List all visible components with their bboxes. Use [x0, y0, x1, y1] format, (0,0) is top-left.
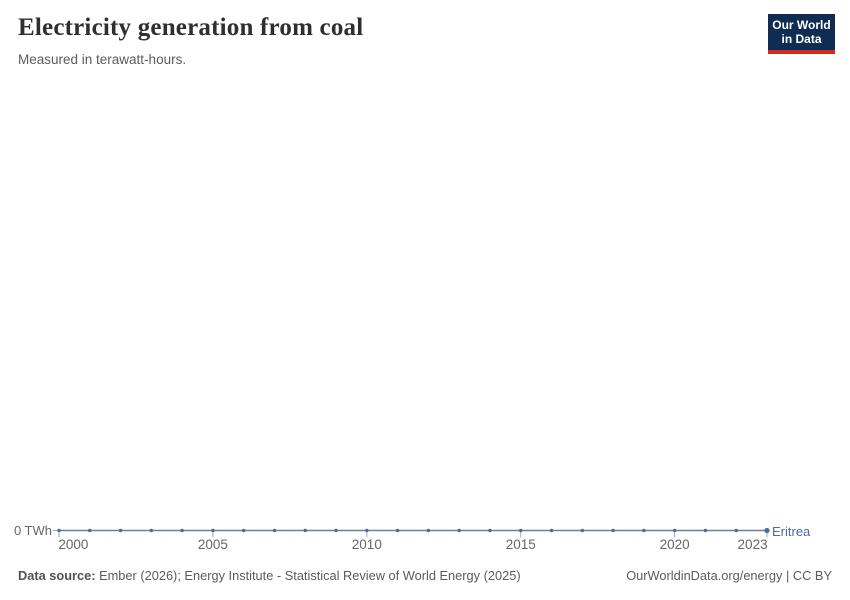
x-axis-tick-label: 2010 [351, 537, 382, 552]
data-source-note: Data source: Ember (2026); Energy Instit… [18, 568, 521, 583]
page-title: Electricity generation from coal [18, 14, 364, 41]
owid-logo[interactable]: Our World in Data [768, 14, 835, 54]
data-source-label: Data source: [18, 568, 96, 583]
x-axis-tick-label: 2023 [737, 537, 768, 552]
x-axis-tick-label: 2015 [505, 537, 536, 552]
x-axis-tick-label: 2000 [58, 537, 89, 552]
data-source-text: Ember (2026); Energy Institute - Statist… [95, 568, 521, 583]
x-axis-tick-label: 2005 [197, 537, 228, 552]
owid-logo-line2: in Data [781, 31, 822, 46]
owid-license-link[interactable]: OurWorldinData.org/energy | CC BY [626, 568, 832, 583]
chart-subtitle: Measured in terawatt-hours. [18, 52, 187, 67]
owid-logo-line1: Our World [772, 18, 831, 32]
series-entity-label: Eritrea [772, 524, 811, 539]
chart-footer: Data source: Ember (2026); Energy Instit… [0, 568, 850, 583]
y-axis-tick-label: 0 TWh [13, 523, 52, 538]
x-axis-tick-label: 2020 [659, 537, 690, 552]
